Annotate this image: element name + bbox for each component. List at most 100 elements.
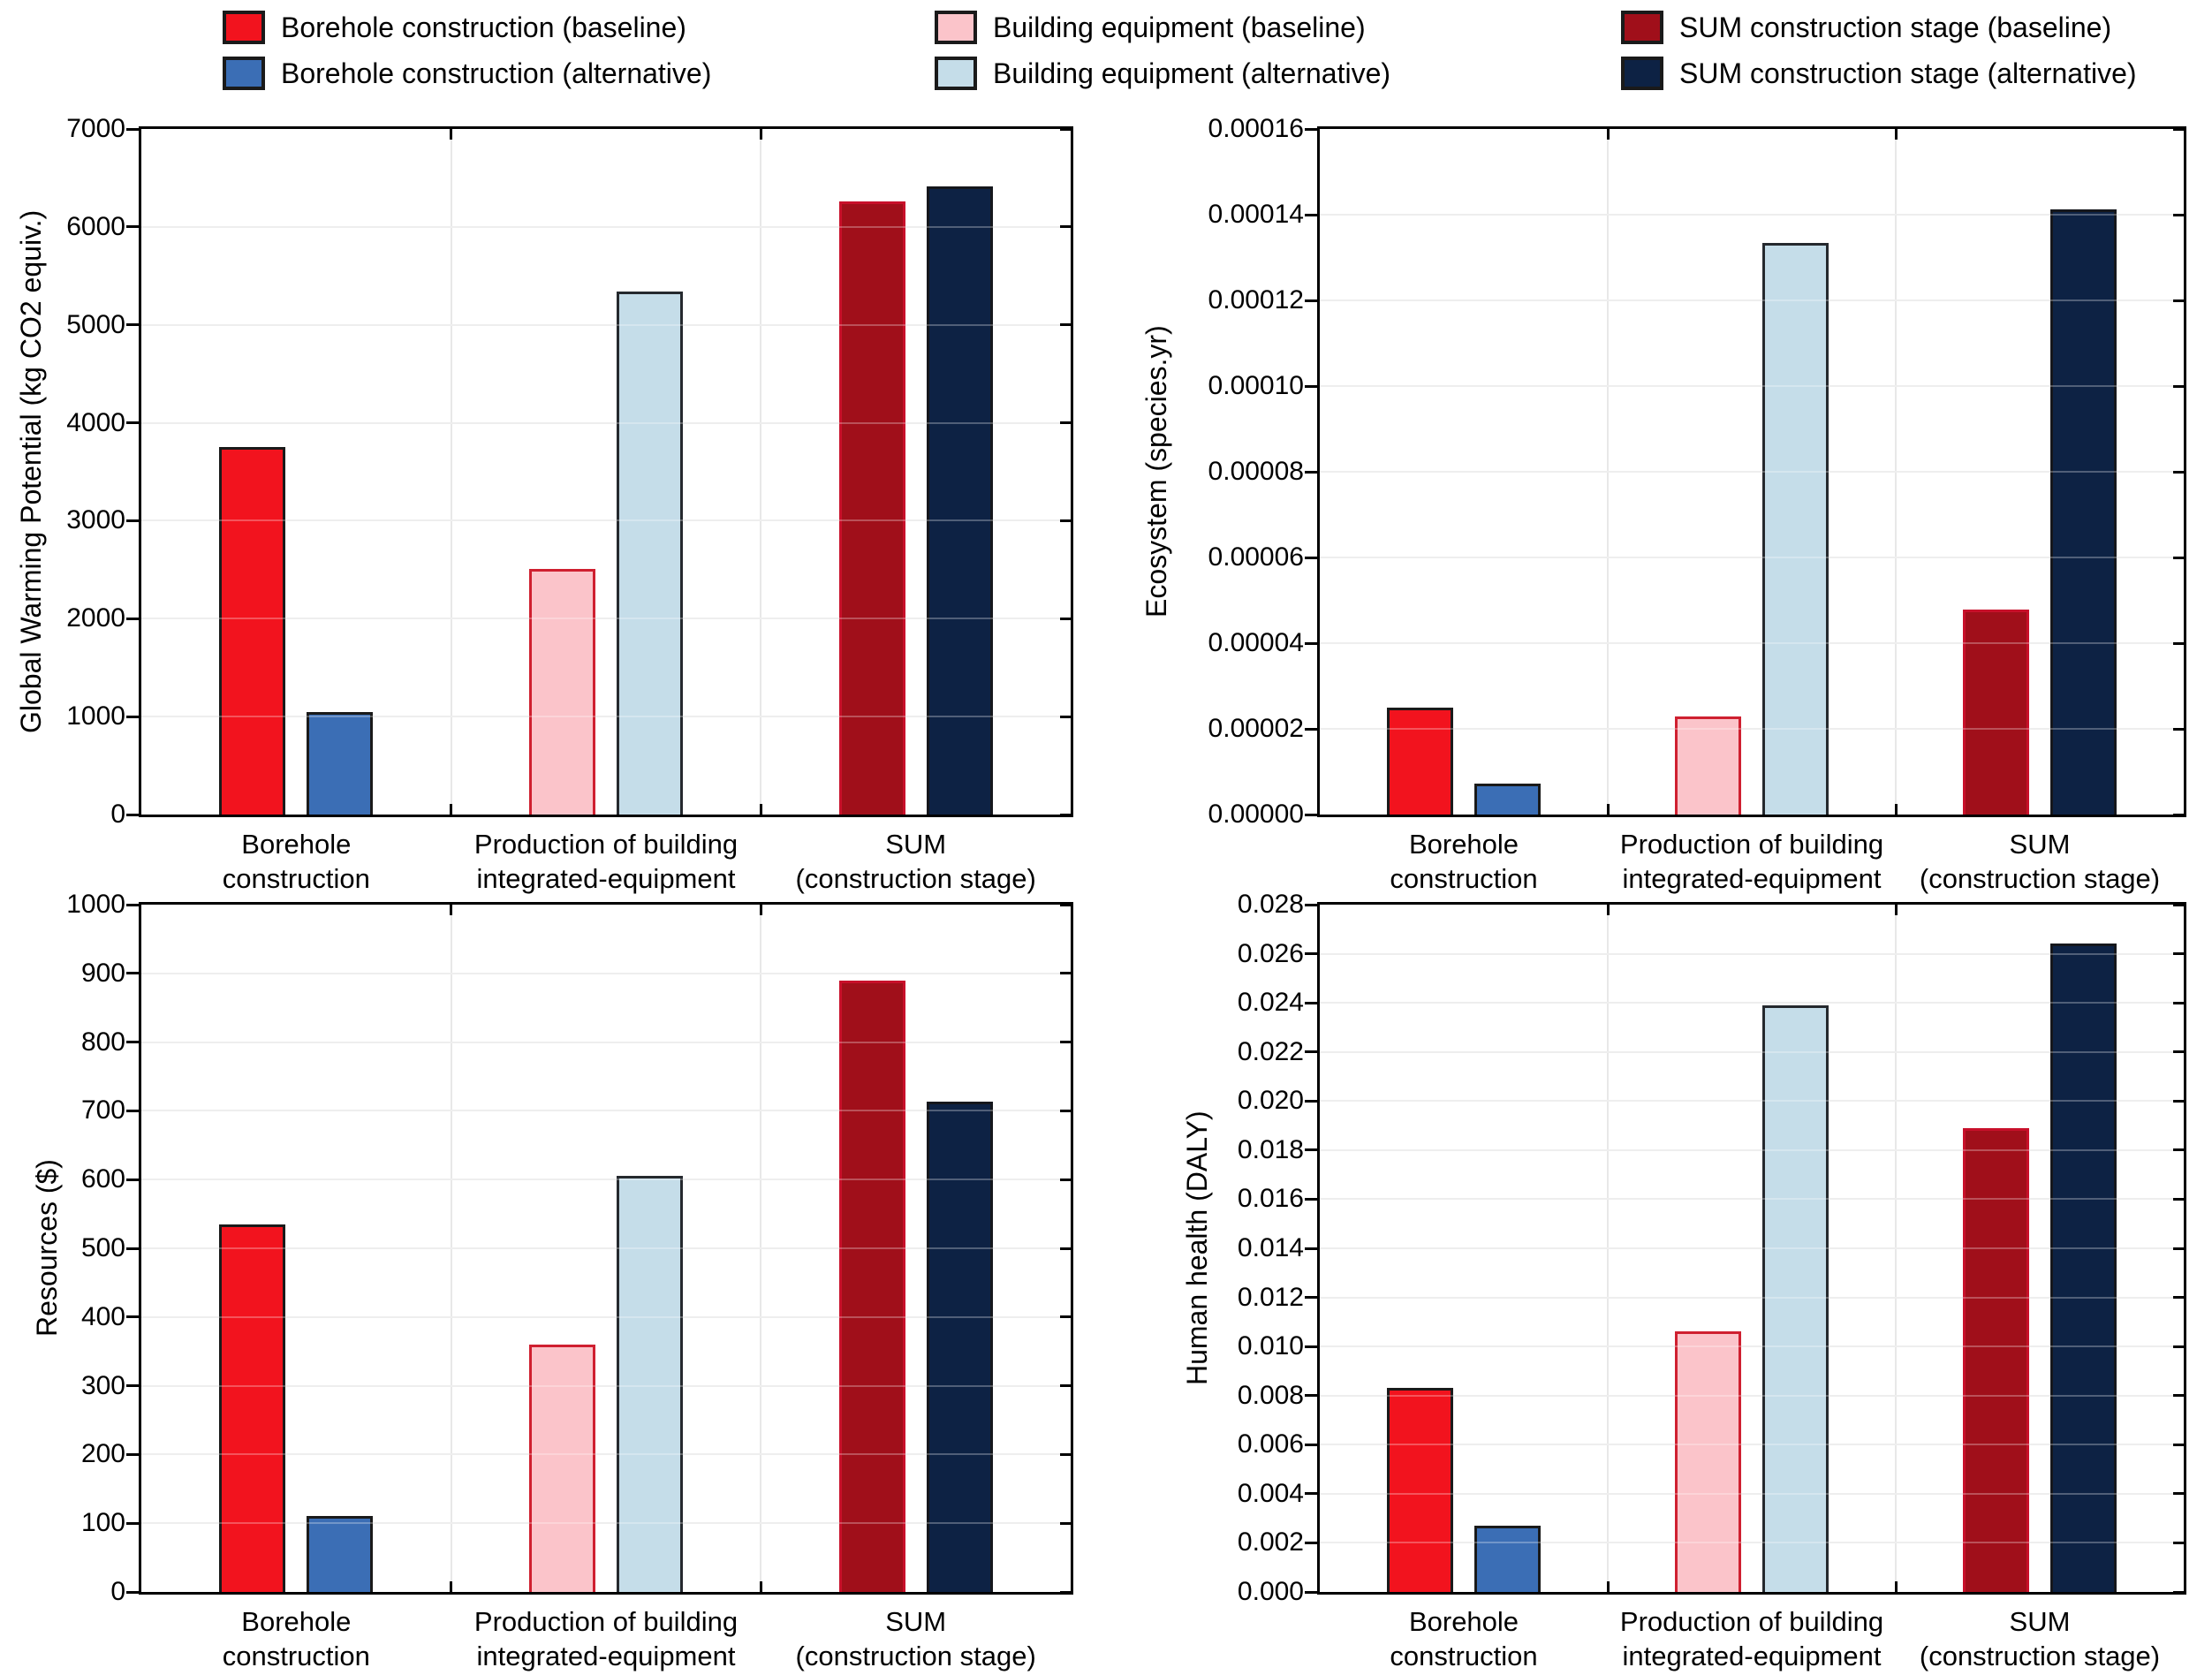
y-axis-tick-right	[1060, 1452, 1071, 1456]
legend-swatch-blue	[223, 57, 265, 90]
x-axis-tick-bottom	[759, 1581, 762, 1592]
y-gridline-overlay	[1320, 385, 2184, 387]
y-tick-label: 0.002	[1237, 1527, 1304, 1558]
y-gridline	[1320, 1542, 2184, 1544]
y-gridline	[1320, 1100, 2184, 1103]
y-gridline	[141, 972, 1071, 974]
category-label-line1: Borehole	[241, 829, 352, 860]
y-tick-label: 0.00004	[1208, 628, 1304, 657]
legend-swatch-navy	[1621, 57, 1663, 90]
bar-darkred-ecosystem	[1963, 610, 2029, 815]
y-axis-tick-right	[1060, 1178, 1071, 1181]
x-axis-tick-top	[1894, 129, 1898, 140]
y-axis-tick-right	[2173, 213, 2184, 216]
y-axis-tick	[1305, 903, 1317, 906]
y-tick-label: 300	[80, 1370, 125, 1400]
category-label: SUM (construction stage)	[669, 827, 1163, 896]
y-axis-tick	[1305, 952, 1317, 956]
x-axis-tick-top	[1606, 129, 1610, 140]
y-gridline	[1320, 642, 2184, 644]
y-axis-tick	[1305, 213, 1317, 216]
y-gridline	[141, 323, 1071, 326]
y-gridline-overlay	[141, 1522, 1071, 1525]
y-tick-label: 0.000	[1237, 1577, 1304, 1606]
y-tick-label: 0.00002	[1208, 714, 1304, 743]
bar-darkred-human-health	[1963, 1128, 2029, 1592]
y-gridline	[141, 225, 1071, 228]
legend-item-label: SUM construction stage (alternative)	[1679, 57, 2137, 89]
y-gridline-overlay	[1320, 1345, 2184, 1348]
y-axis-tick	[1305, 127, 1317, 131]
y-gridline-overlay	[1320, 1050, 2184, 1053]
y-gridline-overlay	[1320, 557, 2184, 558]
y-gridline-overlay	[141, 519, 1071, 522]
y-axis-tick-right	[2173, 556, 2184, 559]
y-axis-tick-right	[2173, 384, 2184, 388]
y-axis-tick	[126, 1041, 139, 1044]
y-gridline	[141, 421, 1071, 424]
y-axis-tick	[1305, 641, 1317, 645]
y-axis-tick-right	[2173, 1148, 2184, 1152]
y-gridline-overlay	[1320, 214, 2184, 216]
y-gridline-overlay	[1320, 1444, 2184, 1446]
y-axis-tick-right	[1060, 519, 1071, 522]
y-gridline	[1320, 1002, 2184, 1004]
y-axis-tick	[1305, 1541, 1317, 1544]
y-axis-tick-right	[2173, 1247, 2184, 1250]
category-label-line1: SUM	[2009, 1606, 2071, 1637]
category-label: Borehole construction	[1216, 1604, 1711, 1673]
category-label-line1: SUM	[2009, 829, 2071, 860]
y-axis-tick-right	[2173, 1443, 2184, 1446]
y-axis-title: Resources ($)	[31, 1159, 63, 1338]
y-axis-tick	[126, 813, 139, 816]
chart-human-health: 0.000 0.002 0.004 0.006 0.008 0.010 0.012 0.014…	[1238, 890, 2186, 1671]
y-axis-title: Human health (DALY)	[1181, 1110, 1213, 1386]
y-tick-label: 400	[80, 1301, 125, 1331]
x-axis-tick-top	[759, 129, 762, 140]
category-label: Borehole construction	[1216, 827, 1711, 896]
y-gridline	[141, 1384, 1071, 1387]
bar-lightblue-gwp	[617, 292, 683, 815]
y-gridline	[141, 1522, 1071, 1525]
x-axis-tick-top	[450, 905, 453, 915]
category-label-line1: Borehole	[1408, 829, 1519, 860]
y-axis-tick	[1305, 1099, 1317, 1103]
y-axis-tick	[1305, 1197, 1317, 1201]
x-axis-tick-bottom	[1894, 804, 1898, 815]
y-tick-label: 0.026	[1237, 938, 1304, 968]
y-axis-tick-right	[2173, 727, 2184, 731]
y-tick-label: 6000	[66, 211, 125, 241]
category-label-line1: Production of building	[1619, 1606, 1884, 1637]
y-gridline-overlay	[141, 1315, 1071, 1318]
y-axis-tick	[1305, 1050, 1317, 1054]
y-axis-tick-right	[1060, 715, 1071, 718]
y-gridline	[1320, 557, 2184, 558]
x-axis-tick-bottom	[1894, 1581, 1898, 1592]
y-axis-tick-right	[2173, 1099, 2184, 1103]
y-tick-label: 800	[80, 1027, 125, 1057]
y-axis-tick-right	[2173, 1394, 2184, 1398]
y-gridline-overlay	[141, 225, 1071, 228]
category-label-line2: construction	[222, 863, 370, 894]
y-axis-tick	[1305, 470, 1317, 474]
y-tick-label: 0.024	[1237, 988, 1304, 1018]
bar-blue-resources	[307, 1516, 373, 1592]
y-tick-label: 1000	[66, 890, 125, 919]
y-tick-label: 0.016	[1237, 1184, 1304, 1214]
bar-navy-resources	[927, 1102, 993, 1592]
category-label-line2: (construction stage)	[795, 863, 1036, 894]
y-gridline-overlay	[1320, 1198, 2184, 1201]
bar-navy-ecosystem	[2050, 209, 2117, 815]
y-axis-tick	[126, 127, 139, 131]
y-gridline	[141, 1453, 1071, 1456]
y-gridline	[141, 1179, 1071, 1181]
y-axis-tick-right	[1060, 1315, 1071, 1319]
y-gridline-overlay	[1320, 1148, 2184, 1151]
y-gridline-overlay	[1320, 952, 2184, 955]
y-axis-tick	[126, 1178, 139, 1181]
y-tick-label: 5000	[66, 309, 125, 339]
y-axis-tick-right	[1060, 1521, 1071, 1525]
bar-lightblue-ecosystem	[1762, 243, 1829, 815]
category-boundary-gridline	[1895, 905, 1897, 1592]
category-label-line1: Production of building	[1619, 829, 1884, 860]
